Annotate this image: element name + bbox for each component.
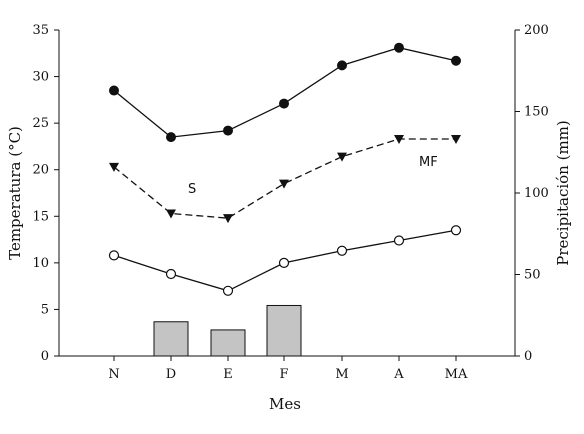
right-y-tick-label: 100	[524, 186, 549, 201]
temperature-lines	[113, 47, 457, 292]
left-y-tick-label: 20	[32, 163, 49, 178]
x-tick-label: N	[108, 367, 119, 382]
left-y-tick-label: 15	[32, 209, 49, 224]
right-y-tick-label: 200	[524, 23, 549, 38]
series-1-point	[166, 132, 176, 143]
series-3-point	[336, 245, 348, 256]
x-tick-label: MA	[445, 367, 468, 382]
x-tick-label: A	[393, 367, 404, 382]
series-2-point	[109, 162, 119, 172]
right-y-tick-label: 0	[524, 349, 532, 364]
left-y-tick-label: 25	[32, 116, 49, 131]
series-1-point	[394, 42, 404, 53]
left-y-tick-label: 10	[32, 256, 49, 271]
series-1-point	[109, 85, 119, 96]
x-tick-label: D	[166, 367, 176, 382]
left-y-tick-label: 35	[32, 23, 49, 38]
series-3-point	[165, 268, 177, 280]
series-3-point	[393, 235, 405, 246]
series-2-point	[451, 134, 461, 144]
series-1-point	[279, 98, 289, 109]
left-y-tick-label: 0	[41, 349, 49, 364]
x-tick-label: F	[279, 367, 288, 382]
precipitation-bar	[210, 329, 246, 357]
series-3-point	[450, 225, 462, 236]
left-y-tick-label: 5	[41, 302, 49, 317]
x-tick-label: M	[335, 367, 348, 382]
series-2-point	[394, 134, 404, 144]
series-line-1	[113, 47, 457, 138]
series-1-point	[223, 125, 233, 136]
x-tick-label: E	[223, 367, 233, 382]
precipitation-bar	[266, 304, 302, 357]
series-2-point	[337, 152, 347, 162]
annotation-s: S	[188, 182, 196, 197]
series-3-point	[108, 250, 120, 261]
series-line-2	[113, 138, 456, 219]
right-y-tick-label: 50	[524, 268, 541, 283]
left-y-axis-title: Temperatura (°C)	[6, 126, 24, 260]
right-y-tick-label: 150	[524, 105, 549, 120]
series-3-point	[222, 285, 234, 296]
x-axis-title: Mes	[269, 395, 301, 413]
series-2-point	[223, 214, 233, 224]
precipitation-bars	[153, 304, 302, 357]
series-1-point	[337, 60, 347, 71]
series-1-point	[451, 55, 461, 66]
temperature-markers	[108, 42, 462, 296]
precipitation-bar	[153, 321, 189, 357]
annotation-mf: MF	[419, 155, 438, 170]
right-y-axis-title: Precipitación (mm)	[554, 120, 572, 266]
series-2-point	[279, 179, 289, 189]
series-3-point	[278, 257, 290, 268]
series-2-point	[166, 209, 176, 219]
left-y-tick-label: 30	[32, 70, 49, 85]
